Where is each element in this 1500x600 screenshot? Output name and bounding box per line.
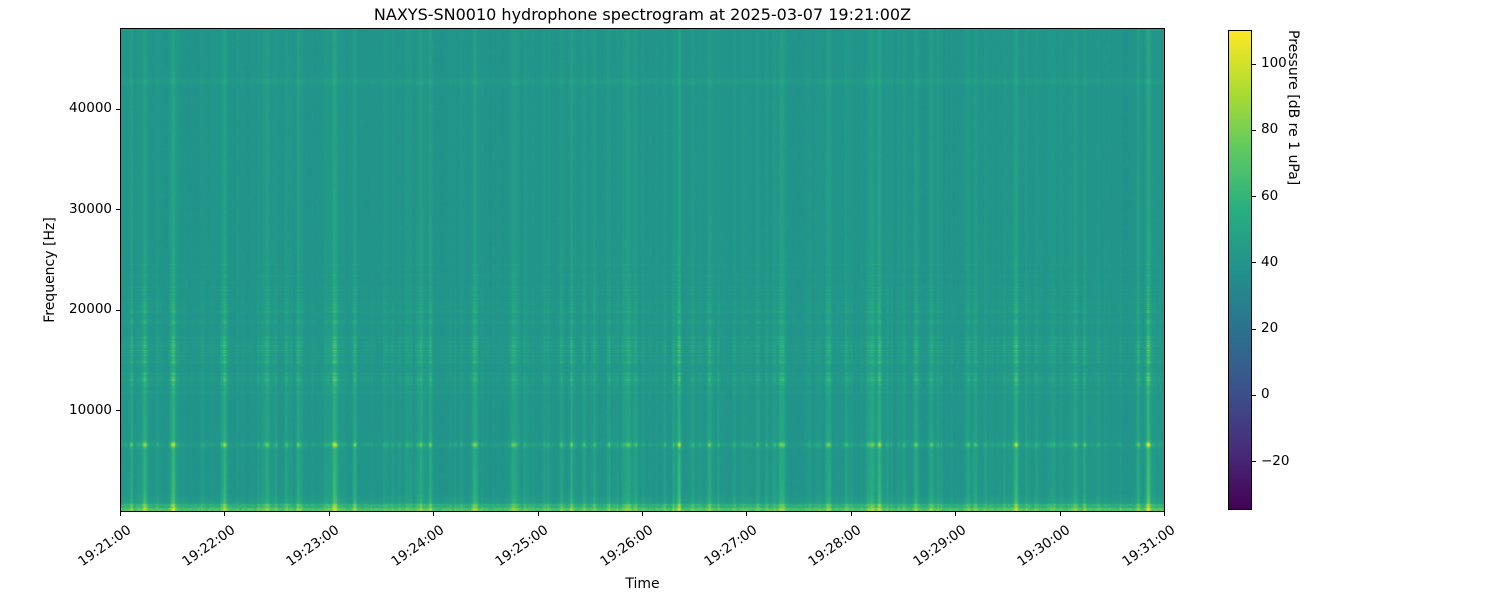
x-tick: 19:30:00 [1014,519,1125,570]
colorbar-tick-mark [1252,129,1256,131]
x-tick: 19:31:00 [1119,519,1230,570]
y-tick-mark [116,209,120,211]
colorbar-tick-label: 60 [1261,187,1279,204]
x-tick: 19:27:00 [701,519,812,570]
x-tick-label: 19:23:00 [283,522,343,570]
colorbar-tick-label: −20 [1261,452,1290,469]
x-tick-mark [1059,512,1061,516]
x-tick: 19:24:00 [388,519,499,570]
colorbar [1228,30,1252,510]
y-tick-mark [116,108,120,110]
x-tick-mark [433,512,435,516]
colorbar-tick-mark [1252,63,1256,65]
x-tick: 19:29:00 [910,519,1021,570]
x-tick-mark [120,512,121,516]
y-tick-mark [116,410,120,412]
chart-title: NAXYS-SN0010 hydrophone spectrogram at 2… [373,5,912,24]
x-tick-label: 19:27:00 [701,522,761,570]
x-tick-mark [537,512,539,516]
x-tick-label: 19:29:00 [910,522,969,570]
x-tick-mark [1164,512,1165,516]
x-tick: 19:25:00 [492,519,603,570]
y-tick-label: 10000 [69,401,112,418]
x-tick-mark [328,512,330,516]
x-tick-label: 19:26:00 [596,522,656,570]
colorbar-tick-mark [1252,328,1256,330]
x-tick: 19:26:00 [597,519,708,570]
x-tick-mark [850,512,852,516]
x-tick: 19:22:00 [179,519,290,570]
x-tick: 19:28:00 [806,519,916,570]
x-tick: 19:21:00 [75,519,186,570]
x-tick-mark [746,512,748,516]
y-tick-label: 40000 [69,100,112,116]
colorbar-tick-mark [1252,461,1256,463]
spectrogram-image [121,29,1164,511]
colorbar-tick-label: 0 [1261,386,1270,403]
colorbar-tick-mark [1252,262,1256,264]
x-tick-label: 19:21:00 [74,522,134,570]
x-tick-label: 19:22:00 [179,522,239,570]
y-tick-label: 20000 [69,301,112,318]
x-tick-mark [224,512,226,516]
colorbar-tick-label: 40 [1261,253,1279,270]
colorbar-tick-label: 20 [1261,320,1279,337]
x-tick-label: 19:24:00 [388,522,447,570]
x-axis-label: Time [625,576,660,592]
x-tick-mark [955,512,957,516]
x-tick-mark [642,512,643,516]
x-tick-label: 19:30:00 [1014,522,1074,570]
y-tick-label: 30000 [69,200,112,217]
colorbar-tick-mark [1252,394,1256,396]
x-tick-label: 19:31:00 [1118,522,1178,570]
x-tick: 19:23:00 [284,519,394,570]
colorbar-tick-label: 100 [1261,55,1287,72]
x-tick-label: 19:25:00 [492,522,552,570]
x-tick-label: 19:28:00 [805,522,865,570]
colorbar-tick-mark [1252,196,1256,198]
spectrogram-plot [120,28,1165,512]
y-tick-mark [116,309,120,311]
colorbar-tick-label: 80 [1261,121,1279,138]
colorbar-label: Pressure [dB re 1 uPa] [1285,30,1301,186]
